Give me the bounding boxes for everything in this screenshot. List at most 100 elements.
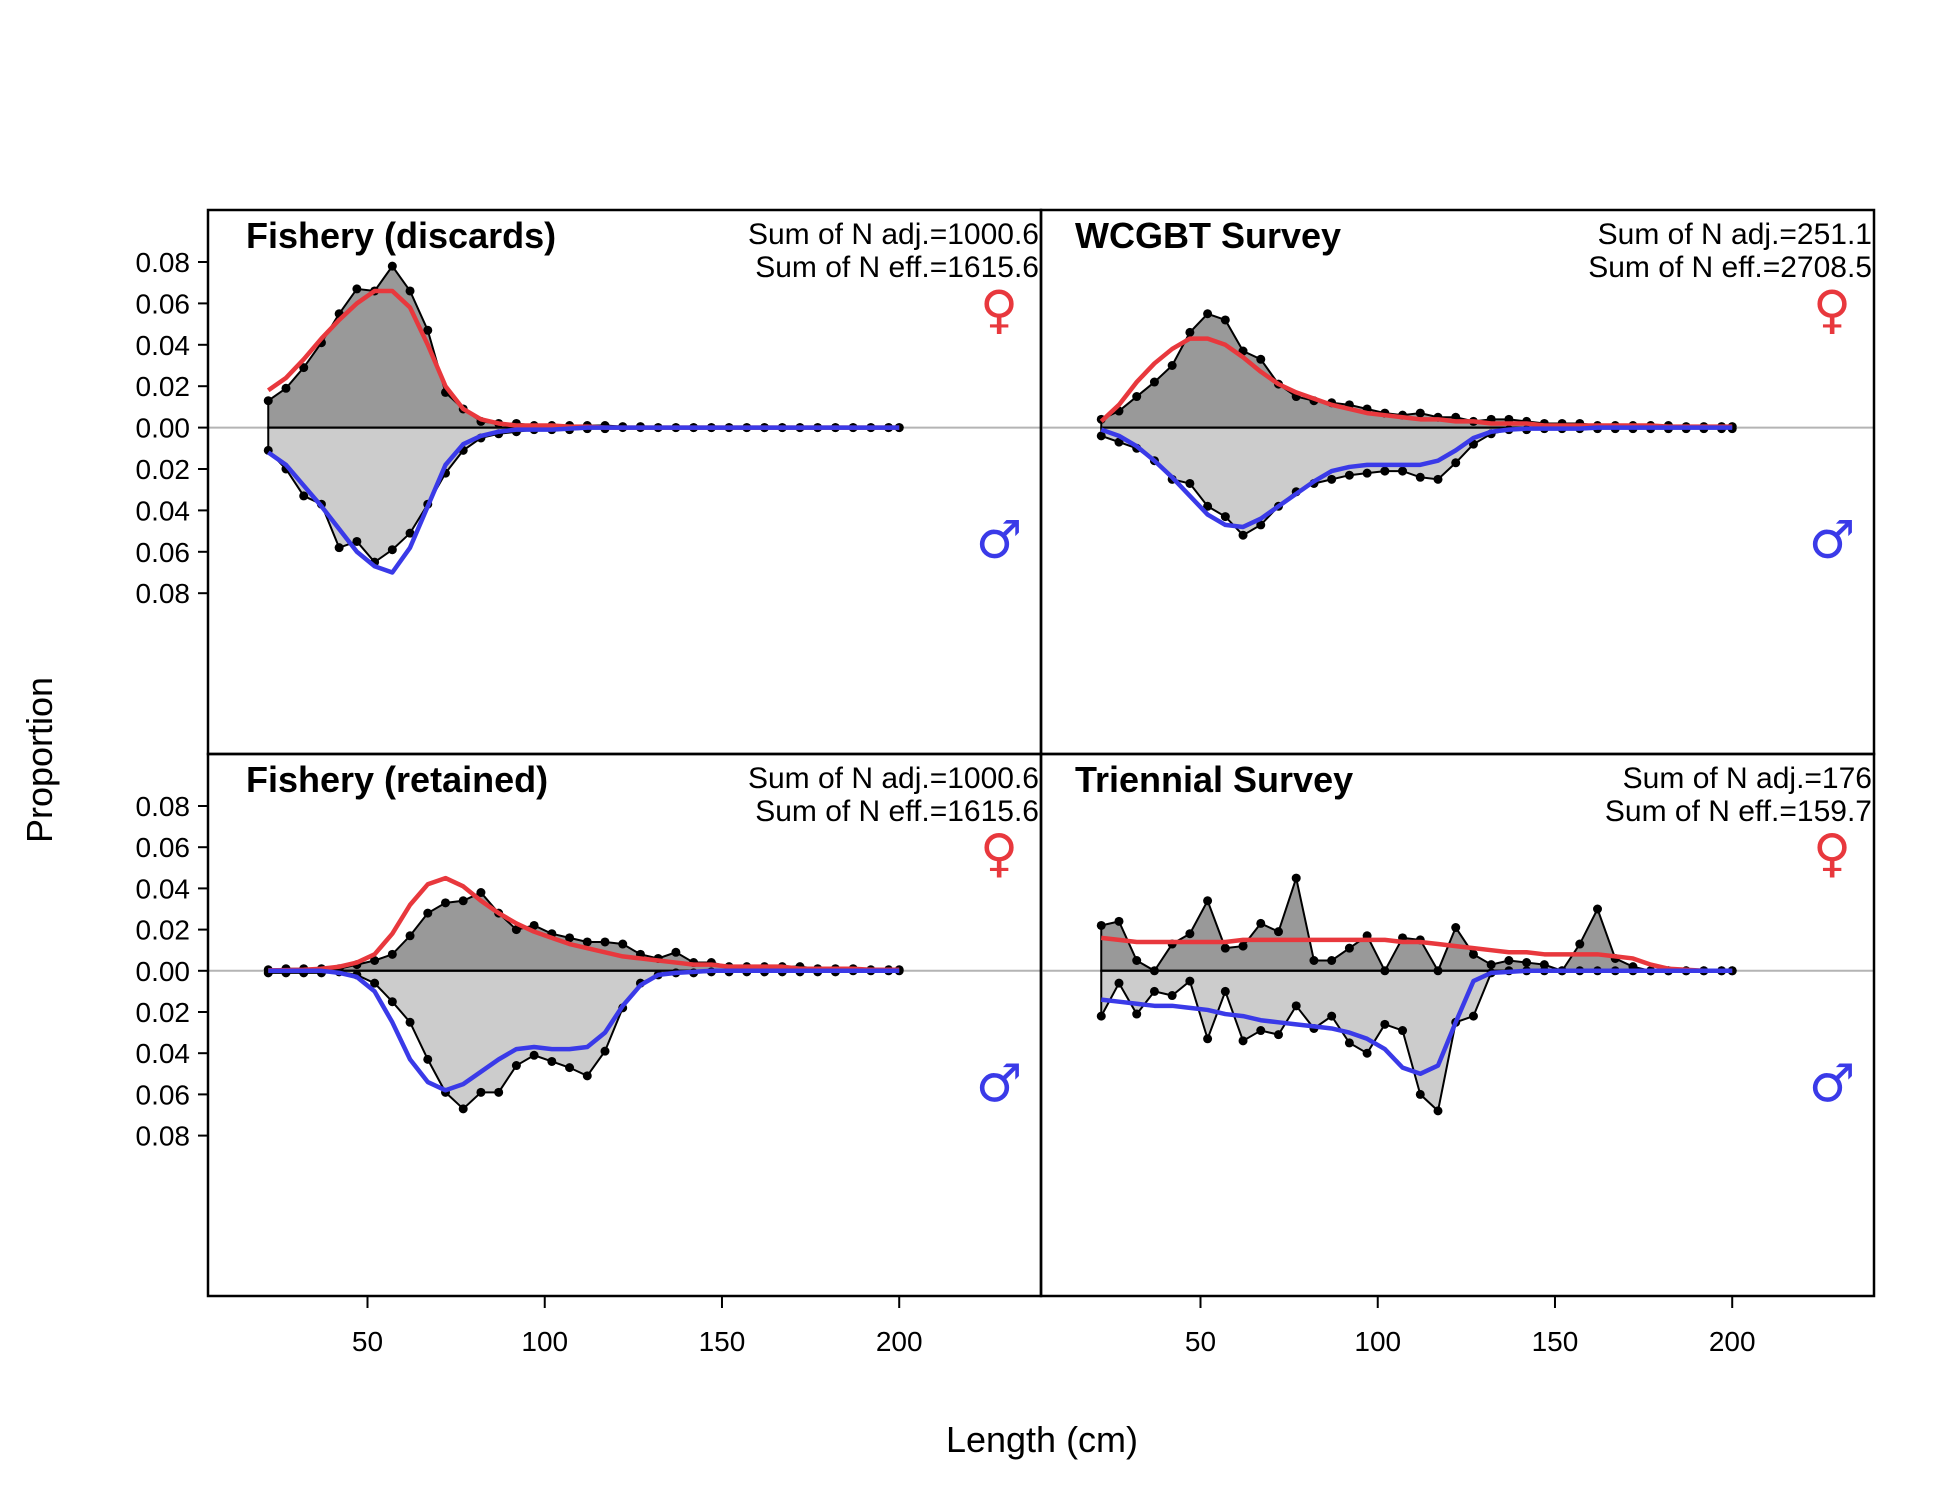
y-tick-label: 0.06 — [136, 537, 191, 568]
y-tick-label: 0.02 — [136, 454, 191, 485]
female-point — [618, 939, 628, 949]
male-point — [1451, 458, 1461, 468]
female-point — [440, 898, 450, 908]
female-point — [370, 956, 380, 965]
male-point — [1203, 1034, 1213, 1044]
female-symbol: ♀ — [1813, 824, 1851, 884]
female-point — [1167, 361, 1177, 370]
female-point — [1539, 960, 1549, 970]
male-symbol: ♂ — [976, 1054, 1023, 1114]
y-tick-label: 0.08 — [136, 1121, 191, 1152]
male-point — [1415, 472, 1425, 482]
y-tick-label: 0.08 — [136, 578, 191, 609]
female-symbol: ♀ — [980, 281, 1018, 341]
male-point — [299, 491, 309, 501]
y-tick-label: 0.06 — [136, 832, 191, 863]
female-point — [1486, 960, 1496, 970]
female-point — [1433, 966, 1443, 976]
male-point — [387, 997, 397, 1007]
male-fit-line — [1100, 425, 1733, 530]
y-tick-label: 0.04 — [136, 1038, 191, 1069]
male-point — [458, 1104, 468, 1114]
female-point — [476, 888, 486, 898]
female-point — [1149, 966, 1159, 976]
male-point — [405, 1017, 415, 1027]
y-tick-label: 0.04 — [136, 330, 191, 361]
male-point — [423, 1054, 433, 1064]
sum-n-eff: Sum of N eff.=2708.5 — [1588, 251, 1872, 284]
female-point — [1593, 904, 1603, 914]
male-point — [529, 1050, 539, 1060]
female-point — [1256, 354, 1266, 364]
female-point — [1522, 958, 1532, 968]
female-point — [1132, 392, 1142, 402]
female-point — [1132, 956, 1142, 965]
female-point — [1344, 943, 1354, 953]
sum-n-eff: Sum of N eff.=159.7 — [1605, 795, 1872, 828]
female-point — [423, 325, 433, 335]
female-fit-line — [1101, 935, 1733, 974]
male-fit-line — [268, 968, 900, 1093]
female-point — [299, 363, 309, 373]
sum-n-adj: Sum of N adj.=176 — [1623, 762, 1872, 795]
female-point — [1415, 408, 1425, 418]
male-point — [1220, 986, 1230, 996]
female-point — [387, 261, 397, 271]
panel-border — [1039, 752, 1876, 1298]
male-point — [334, 543, 344, 553]
male-point — [1114, 978, 1124, 988]
female-point — [1380, 966, 1390, 976]
male-point — [494, 1087, 504, 1097]
sum-n-adj: Sum of N adj.=1000.6 — [748, 218, 1039, 251]
male-point — [1167, 991, 1177, 1001]
female-point — [281, 383, 291, 393]
female-point — [1220, 315, 1230, 325]
female-point — [1185, 929, 1195, 939]
male-point — [1415, 1089, 1425, 1099]
male-point — [1096, 1011, 1106, 1021]
male-point — [1185, 976, 1195, 986]
y-tick-label: 0.00 — [136, 413, 191, 444]
female-symbol: ♀ — [1813, 281, 1851, 341]
male-point — [1362, 468, 1372, 478]
female-point — [671, 947, 681, 957]
female-point — [1575, 939, 1585, 949]
female-point — [529, 920, 539, 930]
male-point — [1433, 1106, 1443, 1116]
x-tick-label: 100 — [521, 1326, 568, 1357]
y-tick-label: 0.00 — [136, 956, 191, 987]
male-symbol: ♂ — [976, 511, 1023, 571]
female-point — [600, 937, 610, 947]
female-point — [387, 949, 397, 959]
male-point — [1114, 437, 1124, 447]
male-point — [1149, 986, 1159, 996]
male-point — [1362, 1048, 1372, 1058]
male-fit-line — [266, 425, 900, 575]
male-fit-line — [1101, 968, 1733, 1077]
y-tick-label: 0.06 — [136, 288, 191, 319]
panel-title: WCGBT Survey — [1075, 215, 1341, 256]
y-tick-label: 0.02 — [136, 371, 191, 402]
male-point — [1096, 431, 1106, 441]
male-point — [1132, 1009, 1142, 1019]
female-point — [582, 937, 592, 947]
x-axis-title: Length (cm) — [946, 1419, 1138, 1460]
y-tick-label: 0.02 — [136, 915, 191, 946]
male-point — [1344, 1038, 1354, 1048]
male-point — [1380, 1019, 1390, 1029]
male-point — [1203, 501, 1213, 511]
female-point — [458, 896, 468, 906]
male-point — [547, 1056, 557, 1066]
female-point — [405, 931, 415, 941]
sum-n-adj: Sum of N adj.=251.1 — [1598, 218, 1872, 251]
y-tick-label: 0.08 — [136, 247, 191, 278]
panel-title: Fishery (discards) — [246, 215, 556, 256]
x-tick-label: 50 — [352, 1326, 383, 1357]
female-point — [1220, 943, 1230, 953]
female-point — [1185, 327, 1195, 337]
male-point — [352, 536, 362, 546]
male-point — [476, 1087, 486, 1097]
panels: Fishery (discards) Sum of N adj.=1000.6 Su… — [136, 208, 1876, 1357]
female-point — [1327, 956, 1337, 965]
